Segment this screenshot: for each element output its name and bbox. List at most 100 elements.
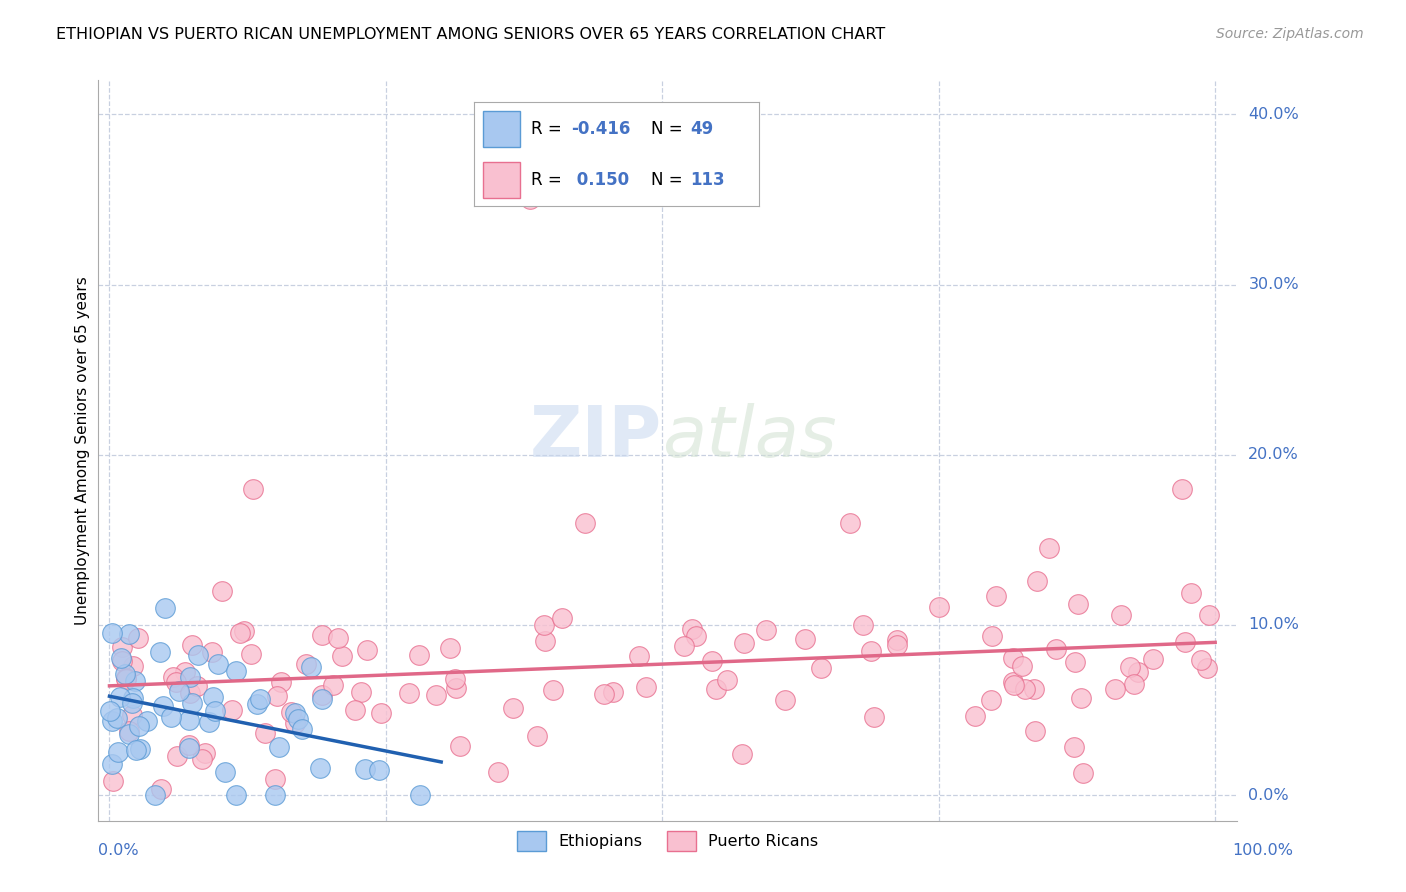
Point bbox=[214, 765, 236, 780]
Point bbox=[180, 697, 202, 711]
Text: ZIP: ZIP bbox=[530, 403, 662, 472]
Point bbox=[1174, 635, 1197, 649]
Point bbox=[181, 638, 204, 652]
Point bbox=[755, 623, 778, 637]
Point bbox=[322, 678, 344, 692]
Text: 0.0%: 0.0% bbox=[98, 843, 139, 858]
Point bbox=[115, 673, 138, 687]
Point bbox=[121, 708, 143, 723]
Point bbox=[129, 742, 152, 756]
Point bbox=[167, 683, 190, 698]
Point bbox=[1142, 652, 1164, 666]
Point bbox=[115, 671, 138, 685]
Point bbox=[194, 746, 217, 760]
Point bbox=[425, 688, 447, 702]
Point bbox=[284, 716, 307, 731]
Point bbox=[593, 687, 616, 701]
Point bbox=[1024, 724, 1046, 739]
Point bbox=[311, 628, 333, 642]
Point bbox=[533, 634, 555, 648]
Point bbox=[1045, 642, 1067, 657]
Legend: Ethiopians, Puerto Ricans: Ethiopians, Puerto Ricans bbox=[510, 825, 825, 857]
Point bbox=[107, 745, 129, 759]
Point bbox=[1002, 678, 1025, 692]
Point bbox=[98, 704, 121, 718]
Point bbox=[1063, 740, 1085, 755]
Point bbox=[1126, 665, 1149, 679]
Point bbox=[1002, 675, 1025, 690]
Point bbox=[107, 711, 129, 725]
Point bbox=[165, 675, 187, 690]
Point bbox=[204, 705, 226, 719]
Text: 20.0%: 20.0% bbox=[1249, 447, 1299, 462]
Point bbox=[733, 636, 755, 650]
Point bbox=[704, 682, 727, 697]
Point bbox=[862, 710, 884, 724]
Point bbox=[269, 739, 291, 754]
Point bbox=[191, 752, 214, 766]
Text: 30.0%: 30.0% bbox=[1249, 277, 1299, 292]
Point bbox=[118, 723, 141, 738]
Point bbox=[673, 640, 696, 654]
Point bbox=[101, 625, 124, 640]
Point bbox=[1011, 658, 1033, 673]
Point bbox=[149, 645, 172, 659]
Text: 10.0%: 10.0% bbox=[1249, 617, 1299, 632]
Point bbox=[1180, 586, 1202, 600]
Point bbox=[264, 788, 287, 802]
Point bbox=[533, 618, 555, 632]
Point bbox=[101, 774, 124, 789]
Text: 40.0%: 40.0% bbox=[1249, 107, 1299, 122]
Point bbox=[124, 673, 146, 688]
Point bbox=[439, 641, 461, 656]
Point bbox=[159, 710, 181, 724]
Point bbox=[965, 709, 987, 723]
Point bbox=[794, 632, 817, 646]
Point bbox=[179, 738, 201, 752]
Point bbox=[263, 772, 285, 786]
Point bbox=[118, 727, 141, 741]
Point bbox=[330, 648, 353, 663]
Point bbox=[254, 726, 277, 740]
Point bbox=[1119, 659, 1142, 673]
Point bbox=[186, 679, 208, 693]
Point bbox=[1002, 651, 1025, 665]
Point bbox=[716, 673, 738, 688]
Point bbox=[110, 650, 132, 665]
Point bbox=[980, 629, 1002, 643]
Point bbox=[207, 657, 229, 672]
Point bbox=[201, 645, 224, 659]
Point bbox=[284, 706, 307, 720]
Point bbox=[143, 788, 166, 802]
Point bbox=[179, 713, 201, 727]
Point bbox=[246, 697, 269, 711]
Text: ETHIOPIAN VS PUERTO RICAN UNEMPLOYMENT AMONG SENIORS OVER 65 YEARS CORRELATION C: ETHIOPIAN VS PUERTO RICAN UNEMPLOYMENT A… bbox=[56, 27, 886, 42]
Point bbox=[228, 626, 250, 640]
Point bbox=[398, 685, 420, 699]
Point bbox=[700, 654, 723, 668]
Point bbox=[350, 684, 373, 698]
Point bbox=[886, 633, 908, 648]
Point bbox=[311, 688, 333, 702]
Text: atlas: atlas bbox=[662, 403, 837, 472]
Point bbox=[179, 670, 201, 684]
Point bbox=[1026, 574, 1049, 589]
Point bbox=[233, 624, 256, 638]
Point bbox=[773, 693, 796, 707]
Point bbox=[541, 683, 564, 698]
Point bbox=[270, 675, 292, 690]
Point bbox=[108, 690, 131, 705]
Point bbox=[810, 661, 832, 675]
Point bbox=[127, 631, 149, 645]
Point bbox=[309, 761, 332, 775]
Point bbox=[1071, 765, 1094, 780]
Point bbox=[979, 693, 1001, 707]
Point bbox=[444, 673, 467, 687]
Point bbox=[574, 516, 596, 530]
Point bbox=[1171, 482, 1194, 496]
Point bbox=[326, 631, 349, 645]
Point bbox=[225, 664, 247, 678]
Point bbox=[162, 670, 184, 684]
Point bbox=[344, 703, 367, 717]
Point bbox=[1189, 653, 1212, 667]
